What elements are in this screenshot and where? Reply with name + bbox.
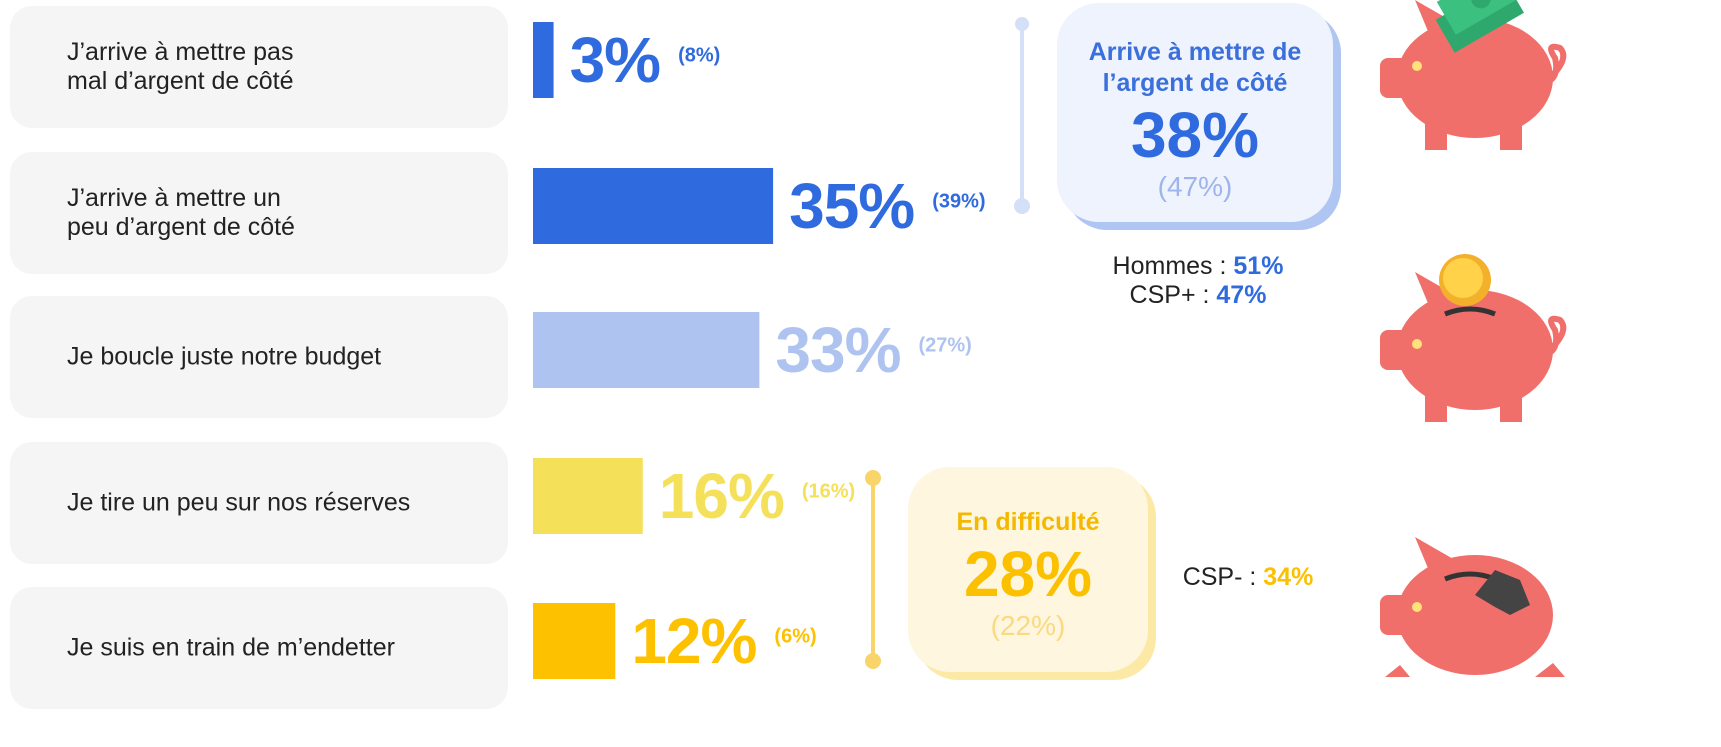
page: J’arrive à mettre pas mal d’argent de cô… [0,0,1721,747]
previous-label: (16%) [802,481,855,504]
category-row: Je suis en train de m’endetter [10,587,508,709]
category-label: J’arrive à mettre un peu d’argent de côt… [67,184,295,242]
category-label: Je suis en train de m’endetter [67,634,395,663]
detail-line: CSP- : 34% [1183,563,1314,592]
value-label: 12% [631,604,756,678]
detail-line: CSP+ : 47% [1130,281,1267,310]
category-label: J’arrive à mettre pas mal d’argent de cô… [67,38,294,96]
value-label: 16% [659,459,784,533]
category-row: J’arrive à mettre un peu d’argent de côt… [10,152,508,274]
content: J’arrive à mettre pas mal d’argent de cô… [0,0,1721,747]
value-label: 3% [570,23,661,97]
summary-title: Arrive à mettre de l’argent de côté [1057,37,1333,99]
detail-label: CSP- : [1183,563,1257,591]
category-row: Je tire un peu sur nos réserves [10,442,508,564]
category-row: Je boucle juste notre budget [10,296,508,418]
detail-value: 51% [1233,252,1283,280]
detail-label: CSP+ : [1130,281,1210,309]
summary-value: 38% [1057,99,1333,171]
category-label: Je tire un peu sur nos réserves [67,489,410,518]
category-label: Je boucle juste notre budget [67,343,381,372]
previous-label: (6%) [774,626,816,649]
summary-previous: (47%) [1057,171,1333,203]
value-label: 33% [775,313,900,387]
summary-title: En difficulté [908,507,1148,538]
value-label: 35% [789,169,914,243]
summary-value: 28% [908,538,1148,610]
detail-label: Hommes : [1113,252,1227,280]
summary-previous: (22%) [908,610,1148,642]
previous-label: (39%) [932,191,985,214]
previous-label: (8%) [678,45,720,68]
detail-value: 34% [1263,563,1313,591]
detail-value: 47% [1216,281,1266,309]
detail-line: Hommes : 51% [1113,252,1284,281]
previous-label: (27%) [918,335,971,358]
category-row: J’arrive à mettre pas mal d’argent de cô… [10,6,508,128]
